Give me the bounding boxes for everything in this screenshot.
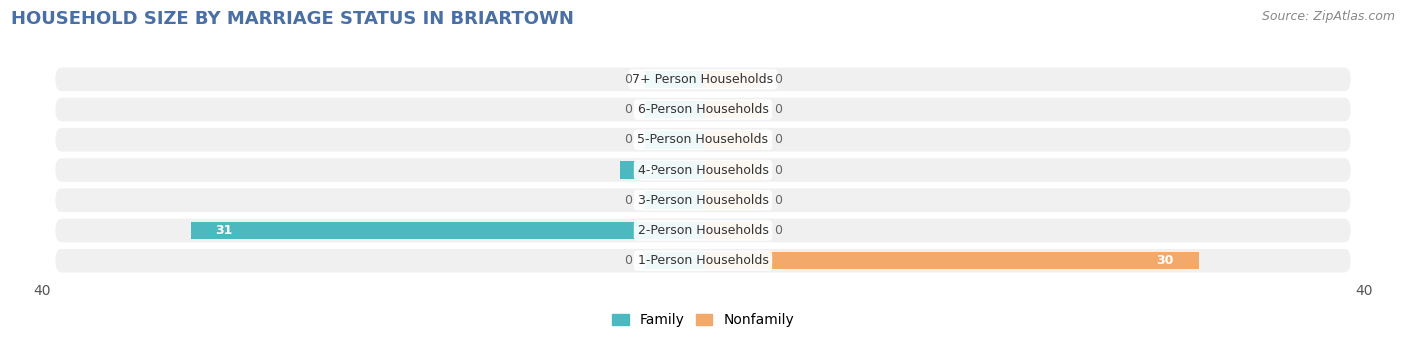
Bar bbox=[645, 131, 703, 149]
Text: Source: ZipAtlas.com: Source: ZipAtlas.com bbox=[1261, 10, 1395, 23]
Legend: Family, Nonfamily: Family, Nonfamily bbox=[606, 308, 800, 333]
Text: 31: 31 bbox=[215, 224, 233, 237]
Text: 3-Person Households: 3-Person Households bbox=[637, 194, 769, 207]
FancyBboxPatch shape bbox=[55, 219, 1351, 242]
Bar bbox=[703, 131, 761, 149]
Text: 0: 0 bbox=[624, 103, 631, 116]
Text: 2-Person Households: 2-Person Households bbox=[637, 224, 769, 237]
Text: HOUSEHOLD SIZE BY MARRIAGE STATUS IN BRIARTOWN: HOUSEHOLD SIZE BY MARRIAGE STATUS IN BRI… bbox=[11, 10, 574, 28]
Text: 0: 0 bbox=[775, 164, 782, 176]
Text: 7+ Person Households: 7+ Person Households bbox=[633, 73, 773, 86]
FancyBboxPatch shape bbox=[55, 98, 1351, 121]
Text: 5: 5 bbox=[645, 164, 654, 176]
Bar bbox=[703, 71, 761, 88]
Text: 5-Person Households: 5-Person Households bbox=[637, 133, 769, 146]
FancyBboxPatch shape bbox=[55, 128, 1351, 152]
Text: 0: 0 bbox=[775, 194, 782, 207]
Bar bbox=[645, 101, 703, 118]
Text: 4-Person Households: 4-Person Households bbox=[637, 164, 769, 176]
Bar bbox=[645, 71, 703, 88]
FancyBboxPatch shape bbox=[55, 68, 1351, 91]
Text: 30: 30 bbox=[1157, 254, 1174, 267]
Text: 0: 0 bbox=[624, 194, 631, 207]
Bar bbox=[620, 161, 703, 179]
Text: 0: 0 bbox=[624, 254, 631, 267]
Text: 0: 0 bbox=[775, 103, 782, 116]
Text: 0: 0 bbox=[775, 73, 782, 86]
Text: 1-Person Households: 1-Person Households bbox=[637, 254, 769, 267]
Bar bbox=[645, 252, 703, 269]
Bar bbox=[191, 222, 703, 239]
Text: 0: 0 bbox=[775, 224, 782, 237]
Bar bbox=[703, 191, 761, 209]
Bar bbox=[703, 252, 1198, 269]
FancyBboxPatch shape bbox=[55, 188, 1351, 212]
Bar bbox=[703, 222, 761, 239]
Bar bbox=[703, 101, 761, 118]
Text: 0: 0 bbox=[624, 133, 631, 146]
FancyBboxPatch shape bbox=[55, 249, 1351, 272]
Text: 6-Person Households: 6-Person Households bbox=[637, 103, 769, 116]
Text: 0: 0 bbox=[775, 133, 782, 146]
Bar bbox=[703, 161, 761, 179]
Text: 0: 0 bbox=[624, 73, 631, 86]
FancyBboxPatch shape bbox=[55, 158, 1351, 182]
Bar bbox=[645, 191, 703, 209]
